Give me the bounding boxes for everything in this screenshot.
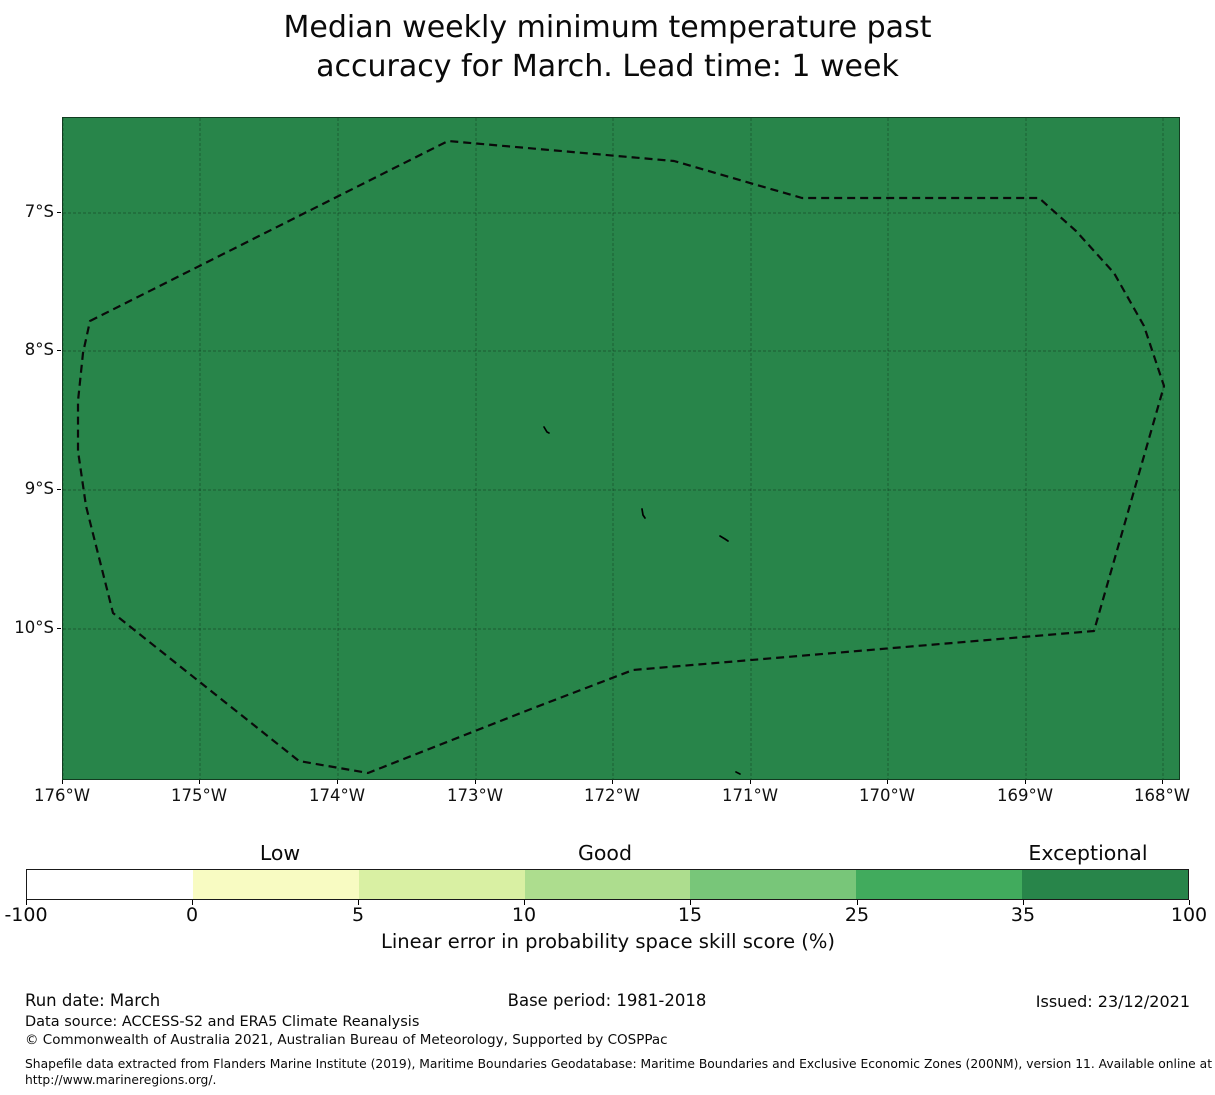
y-axis-tick-label: 7°S — [24, 202, 54, 222]
colorbar-category-label: Exceptional — [1028, 841, 1148, 865]
y-axis-tick-mark — [57, 489, 61, 490]
colorbar-segment — [358, 870, 525, 899]
x-axis-tick-label: 171°W — [721, 786, 779, 805]
run-date-text: Run date: March — [25, 991, 161, 1010]
colorbar-tick-mark — [690, 900, 691, 905]
colorbar-tick-label: -100 — [4, 904, 48, 926]
colorbar-tick-mark — [358, 900, 359, 905]
x-axis-tick-mark — [199, 780, 200, 784]
shapefile-attribution-url: http://www.marineregions.org/. — [25, 1073, 217, 1087]
colorbar — [26, 869, 1189, 900]
x-axis-tick-label: 172°W — [583, 786, 641, 805]
colorbar-segment — [192, 870, 359, 899]
colorbar-tick-label: 35 — [1010, 904, 1036, 926]
x-axis-tick-label: 174°W — [308, 786, 366, 805]
colorbar-tick-mark — [524, 900, 525, 905]
colorbar-segment — [1022, 870, 1189, 899]
colorbar-segment — [690, 870, 857, 899]
shapefile-attribution-line1: Shapefile data extracted from Flanders M… — [25, 1057, 1213, 1071]
x-axis-tick-label: 168°W — [1133, 786, 1191, 805]
island-mark — [719, 535, 729, 542]
issued-date-text: Issued: 23/12/2021 — [1035, 992, 1190, 1011]
eez-boundary-dashed — [76, 139, 1166, 775]
colorbar-tick-label: 10 — [511, 904, 537, 926]
colorbar-segment — [856, 870, 1023, 899]
colorbar-axis-label: Linear error in probability space skill … — [380, 930, 836, 953]
x-axis-tick-label: 176°W — [33, 786, 91, 805]
colorbar-category-label: Good — [578, 841, 632, 865]
y-axis-tick-label: 9°S — [24, 479, 54, 499]
colorbar-tick-label: 5 — [351, 904, 365, 926]
map-plot-area — [62, 117, 1180, 780]
base-period-text: Base period: 1981-2018 — [507, 991, 707, 1010]
chart-title-line1: Median weekly minimum temperature past — [283, 10, 932, 45]
colorbar-tick-mark — [192, 900, 193, 905]
colorbar-category-label: Low — [259, 841, 301, 865]
x-axis-tick-mark — [1162, 780, 1163, 784]
x-axis-tick-mark — [887, 780, 888, 784]
data-source-text: Data source: ACCESS-S2 and ERA5 Climate … — [25, 1014, 420, 1030]
x-axis-tick-label: 173°W — [446, 786, 504, 805]
colorbar-tick-mark — [26, 900, 27, 905]
colorbar-tick-label: 25 — [844, 904, 870, 926]
island-mark — [543, 426, 550, 434]
x-axis-tick-mark — [612, 780, 613, 784]
colorbar-segment — [27, 870, 193, 899]
x-axis-tick-mark — [1025, 780, 1026, 784]
copyright-text: © Commonwealth of Australia 2021, Austra… — [25, 1032, 668, 1048]
island-mark — [641, 508, 646, 519]
colorbar-segment — [524, 870, 691, 899]
y-axis-tick-mark — [57, 350, 61, 351]
y-axis-tick-mark — [57, 628, 61, 629]
x-axis-tick-mark — [475, 780, 476, 784]
colorbar-tick-mark — [857, 900, 858, 905]
y-axis-tick-label: 8°S — [24, 340, 54, 360]
colorbar-tick-label: 100 — [1170, 904, 1208, 926]
colorbar-tick-mark — [1023, 900, 1024, 905]
colorbar-tick-label: 15 — [677, 904, 703, 926]
chart-title-line2: accuracy for March. Lead time: 1 week — [316, 49, 899, 84]
x-axis-tick-label: 170°W — [858, 786, 916, 805]
x-axis-tick-label: 175°W — [170, 786, 228, 805]
x-axis-tick-mark — [750, 780, 751, 784]
y-axis-tick-label: 10°S — [14, 618, 54, 638]
x-axis-tick-mark — [337, 780, 338, 784]
x-axis-tick-mark — [62, 780, 63, 784]
island-mark — [735, 771, 741, 775]
map-svg — [63, 118, 1179, 779]
colorbar-tick-label: 0 — [185, 904, 199, 926]
y-axis-tick-mark — [57, 212, 61, 213]
x-axis-tick-label: 169°W — [996, 786, 1054, 805]
colorbar-tick-mark — [1189, 900, 1190, 905]
